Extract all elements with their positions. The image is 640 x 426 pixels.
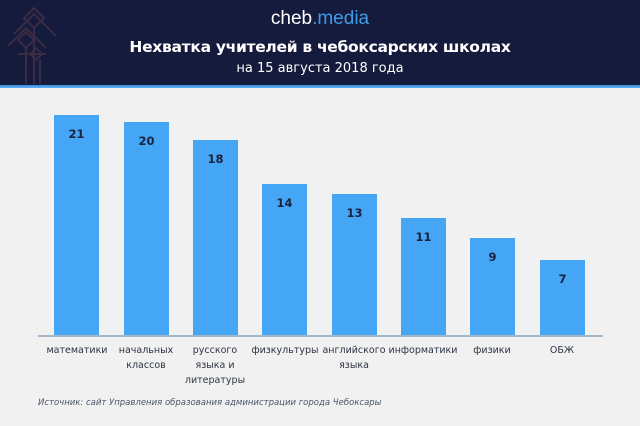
bar-value: 18 (207, 152, 224, 166)
bar-fiziki: 9 (470, 238, 515, 335)
category-label: физкультуры (251, 345, 319, 356)
bar-matematiki: 21 (54, 115, 99, 335)
category-label: физики (473, 345, 511, 356)
bar-informatiki: 11 (401, 218, 446, 335)
brand-main: cheb (270, 8, 313, 29)
bar-value: 9 (488, 250, 497, 264)
category-label: ОБЖ (549, 345, 575, 356)
chart-subtitle: на 15 августа 2018 года (236, 61, 404, 76)
category-label: русского языка и литературы (184, 345, 246, 386)
brand-accent: .media (312, 8, 370, 29)
x-axis-line (38, 335, 603, 337)
source-note: Источник: сайт Управления образования ад… (38, 398, 382, 408)
bar-value: 14 (276, 196, 293, 210)
bar-nachalnyh-klassov: 20 (124, 122, 169, 335)
chuvash-ornament-icon (7, 6, 57, 84)
bar-value: 7 (558, 272, 567, 286)
bar-fizkultury: 14 (262, 184, 307, 335)
bar-value: 11 (415, 230, 432, 244)
bar-value: 21 (68, 127, 85, 141)
bar-angliyskogo: 13 (332, 194, 377, 335)
chart-title: Нехватка учителей в чебоксарских школах (129, 38, 511, 56)
category-label: информатики (388, 345, 458, 356)
bar-russkogo-yazyka: 18 (193, 140, 238, 335)
brand-logo: cheb.media (0, 8, 640, 30)
bar-obzh: 7 (540, 260, 585, 335)
category-label: начальных классов (118, 345, 174, 371)
bar-value: 20 (138, 134, 155, 148)
header-stripe (0, 85, 640, 88)
category-label: математики (46, 345, 108, 356)
header-banner: cheb.media Нехватка учителей в чебоксарс… (0, 0, 640, 85)
bar-value: 13 (346, 206, 363, 220)
category-label: английского языка (322, 345, 386, 371)
